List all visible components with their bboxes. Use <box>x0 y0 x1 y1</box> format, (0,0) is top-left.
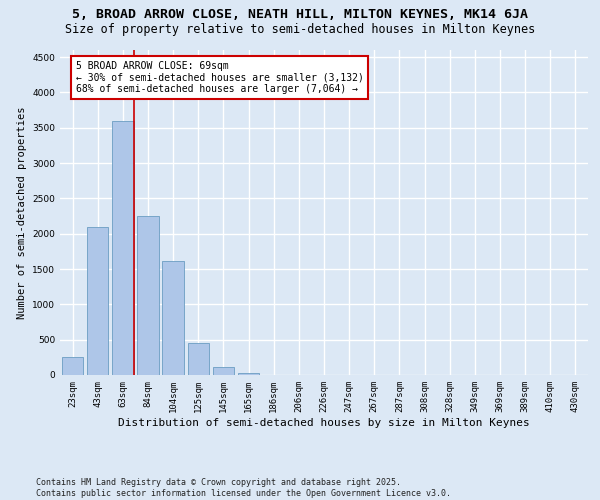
Bar <box>213 366 234 375</box>
Bar <box>238 373 259 375</box>
Y-axis label: Number of semi-detached properties: Number of semi-detached properties <box>17 106 26 319</box>
Text: Contains HM Land Registry data © Crown copyright and database right 2025.
Contai: Contains HM Land Registry data © Crown c… <box>36 478 451 498</box>
Text: 5, BROAD ARROW CLOSE, NEATH HILL, MILTON KEYNES, MK14 6JA: 5, BROAD ARROW CLOSE, NEATH HILL, MILTON… <box>72 8 528 20</box>
Bar <box>188 343 209 375</box>
Bar <box>87 226 109 375</box>
Bar <box>163 260 184 375</box>
Bar <box>62 358 83 375</box>
Text: 5 BROAD ARROW CLOSE: 69sqm
← 30% of semi-detached houses are smaller (3,132)
68%: 5 BROAD ARROW CLOSE: 69sqm ← 30% of semi… <box>76 60 364 94</box>
X-axis label: Distribution of semi-detached houses by size in Milton Keynes: Distribution of semi-detached houses by … <box>118 418 530 428</box>
Bar <box>112 120 134 375</box>
Bar <box>137 216 158 375</box>
Text: Size of property relative to semi-detached houses in Milton Keynes: Size of property relative to semi-detach… <box>65 22 535 36</box>
